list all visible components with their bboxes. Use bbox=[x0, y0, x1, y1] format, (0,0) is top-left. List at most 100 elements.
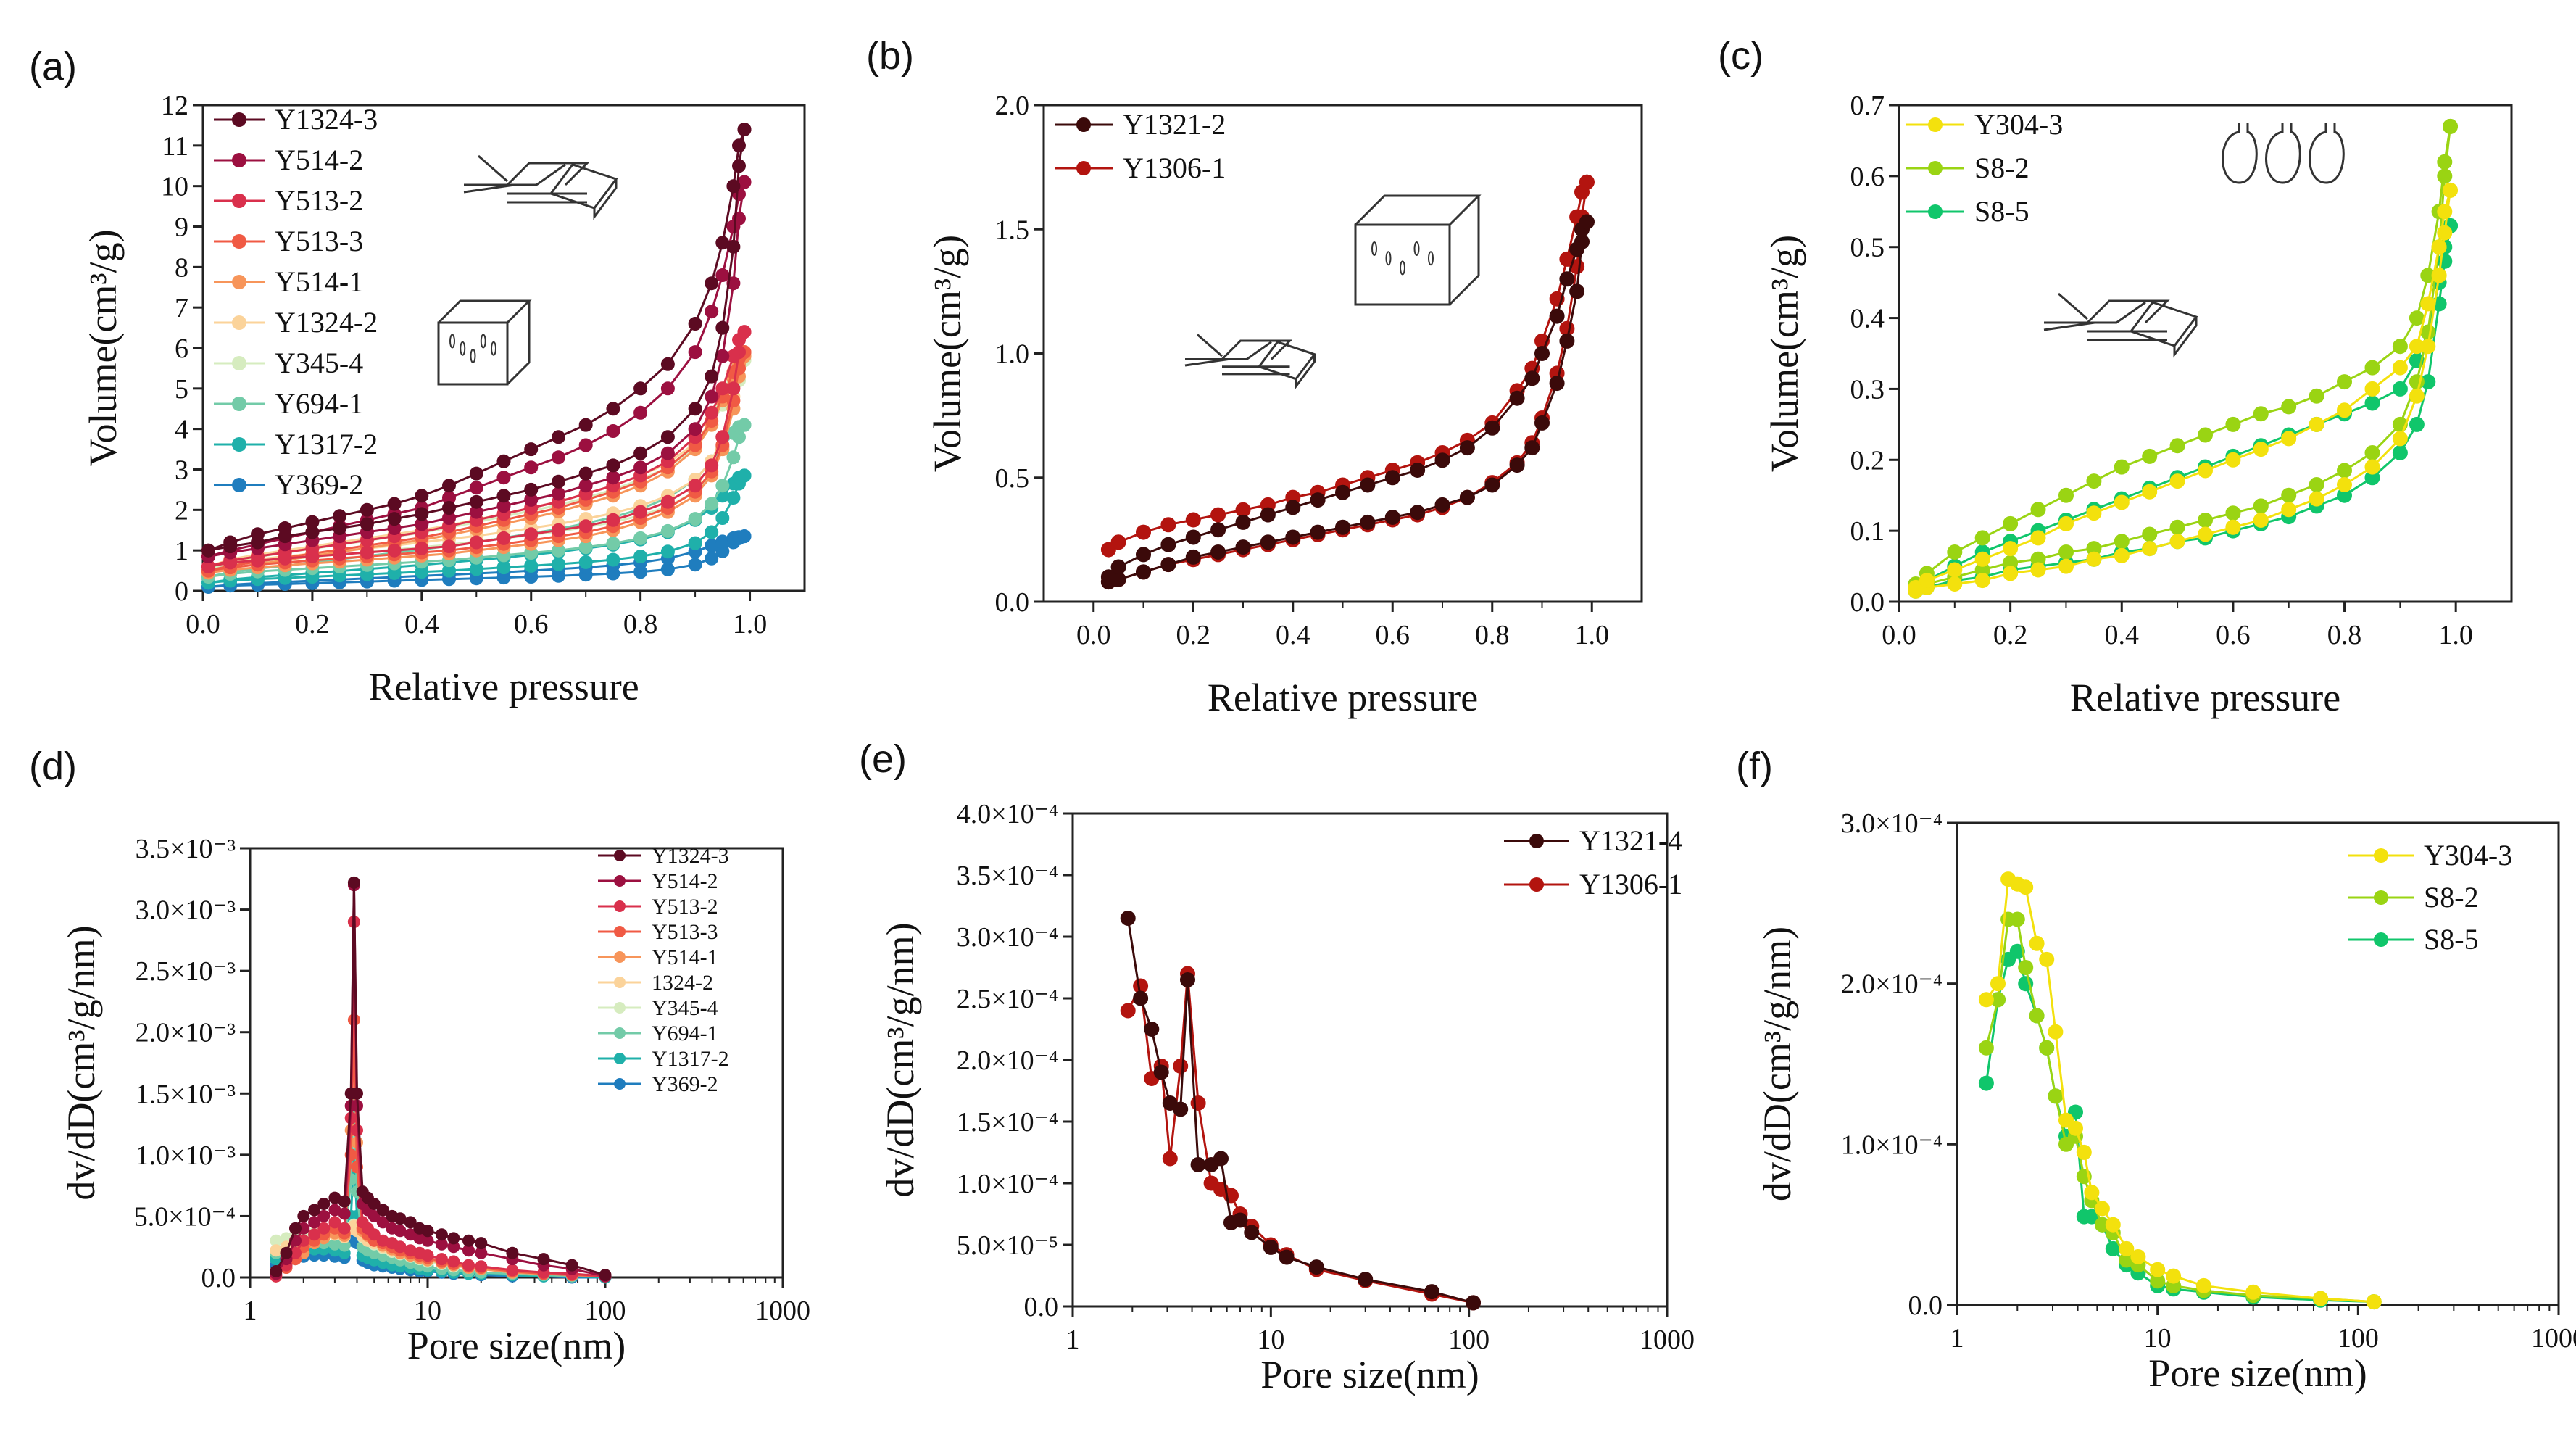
y-tick-label: 0.5 bbox=[1850, 233, 1885, 263]
data-point bbox=[2364, 445, 2380, 460]
data-point bbox=[1162, 1151, 1178, 1167]
data-point bbox=[660, 430, 675, 444]
x-axis-label: Relative pressure bbox=[2070, 676, 2340, 719]
data-point bbox=[2076, 1144, 2092, 1160]
data-point bbox=[1990, 976, 2006, 992]
y-tick-label: 7 bbox=[175, 293, 188, 323]
y-tick-label: 3.0×10⁻⁴ bbox=[1841, 808, 1943, 839]
data-point bbox=[1335, 519, 1350, 535]
data-point bbox=[317, 1222, 331, 1235]
legend-item: Y514-2 bbox=[214, 144, 363, 176]
series-group-c bbox=[1908, 118, 2458, 599]
y-tick-label: 0.2 bbox=[1850, 445, 1885, 476]
series-group-e bbox=[1120, 911, 1481, 1311]
legend-marker bbox=[614, 850, 626, 861]
legend-label: Y1317-2 bbox=[652, 1047, 729, 1071]
data-point bbox=[2068, 1120, 2083, 1136]
y-axis-label: dv/dD(cm³/g/nm) bbox=[59, 925, 103, 1200]
legend-label: Y694-1 bbox=[275, 387, 363, 420]
legend-marker bbox=[1928, 204, 1943, 219]
y-tick-label: 5.0×10⁻⁵ bbox=[957, 1230, 1058, 1261]
slit-pore-sketch-line bbox=[2086, 299, 2170, 324]
y-tick-label: 2.0×10⁻⁴ bbox=[1841, 969, 1943, 1000]
data-point bbox=[705, 525, 719, 539]
legend-marker bbox=[1928, 117, 1943, 132]
data-point bbox=[715, 268, 730, 282]
data-point bbox=[347, 1014, 360, 1027]
y-tick-label: 2.0×10⁻⁴ bbox=[957, 1045, 1058, 1076]
legend-item: Y304-3 bbox=[2348, 839, 2512, 871]
y-tick-label: 0.0 bbox=[1024, 1292, 1059, 1322]
data-point bbox=[552, 430, 565, 444]
data-point bbox=[2029, 1008, 2045, 1024]
data-point bbox=[1244, 1225, 1260, 1240]
data-point bbox=[442, 539, 456, 554]
legend-item: Y369-2 bbox=[214, 468, 363, 501]
x-tick-label: 1 bbox=[244, 1296, 257, 1326]
data-point bbox=[1466, 1295, 1481, 1311]
data-point bbox=[2281, 399, 2297, 415]
y-tick-label: 1.0×10⁻⁴ bbox=[957, 1169, 1058, 1199]
data-point bbox=[2086, 505, 2102, 521]
data-point bbox=[360, 545, 374, 560]
data-point bbox=[633, 405, 648, 420]
data-point bbox=[537, 1253, 550, 1266]
data-point bbox=[2337, 402, 2352, 418]
legend-marker bbox=[1928, 161, 1943, 175]
x-tick-label: 0.0 bbox=[1076, 620, 1111, 650]
data-point bbox=[2030, 562, 2046, 578]
x-axis-label: Pore size(nm) bbox=[407, 1324, 626, 1367]
data-point bbox=[606, 471, 620, 485]
data-point bbox=[1459, 440, 1475, 456]
data-point bbox=[726, 179, 741, 194]
legend-label: Y1321-4 bbox=[1579, 824, 1682, 857]
x-tick-label: 1.0 bbox=[733, 609, 768, 639]
data-point bbox=[660, 544, 675, 559]
data-point bbox=[2337, 374, 2352, 390]
data-point bbox=[1579, 174, 1595, 190]
data-point bbox=[524, 442, 539, 457]
y-tick-label: 2.0×10⁻³ bbox=[136, 1018, 236, 1048]
y-axis-label: Volume(cm³/g) bbox=[81, 229, 125, 466]
slit-pore-sketch-line bbox=[478, 154, 508, 183]
panel-a: 0.0 0.2 0.4 0.6 0.8 1.00123456789101112Relati… bbox=[29, 45, 806, 708]
data-point bbox=[1308, 1259, 1324, 1275]
data-point bbox=[705, 551, 719, 566]
data-point bbox=[1549, 308, 1565, 324]
x-axis-label: Relative pressure bbox=[368, 665, 639, 708]
data-point bbox=[278, 521, 292, 535]
data-point bbox=[2313, 1291, 2329, 1306]
data-point bbox=[351, 1087, 363, 1100]
cube-pore bbox=[1400, 260, 1405, 276]
data-point bbox=[462, 1234, 475, 1247]
cube-pore bbox=[1428, 251, 1434, 266]
data-point bbox=[462, 1259, 475, 1272]
data-point bbox=[360, 517, 374, 531]
data-point bbox=[715, 430, 730, 444]
data-point bbox=[333, 509, 347, 523]
data-point bbox=[1549, 376, 1565, 392]
data-point bbox=[280, 1246, 293, 1259]
legend-marker bbox=[614, 1078, 626, 1090]
data-point bbox=[688, 558, 702, 572]
data-point bbox=[2364, 381, 2380, 397]
y-tick-label: 8 bbox=[175, 252, 188, 283]
series-group-f bbox=[1978, 871, 2382, 1310]
data-point bbox=[2392, 381, 2408, 397]
panel-label: (f) bbox=[1736, 745, 1773, 788]
data-point bbox=[2309, 491, 2324, 507]
data-point bbox=[447, 1232, 460, 1245]
legend-marker bbox=[2374, 932, 2388, 947]
data-point bbox=[660, 381, 675, 396]
data-point bbox=[2142, 484, 2158, 500]
y-tick-label: 1.0×10⁻³ bbox=[136, 1140, 236, 1171]
data-point bbox=[2431, 268, 2447, 283]
data-point bbox=[2119, 1240, 2135, 1256]
legend-label: Y514-1 bbox=[652, 945, 718, 969]
data-point bbox=[2253, 442, 2269, 457]
data-point bbox=[633, 550, 648, 563]
y-tick-label: 3.5×10⁻⁴ bbox=[957, 861, 1058, 891]
x-axis-label: Pore size(nm) bbox=[1260, 1353, 1479, 1396]
data-point bbox=[737, 325, 752, 339]
data-point bbox=[415, 489, 429, 503]
